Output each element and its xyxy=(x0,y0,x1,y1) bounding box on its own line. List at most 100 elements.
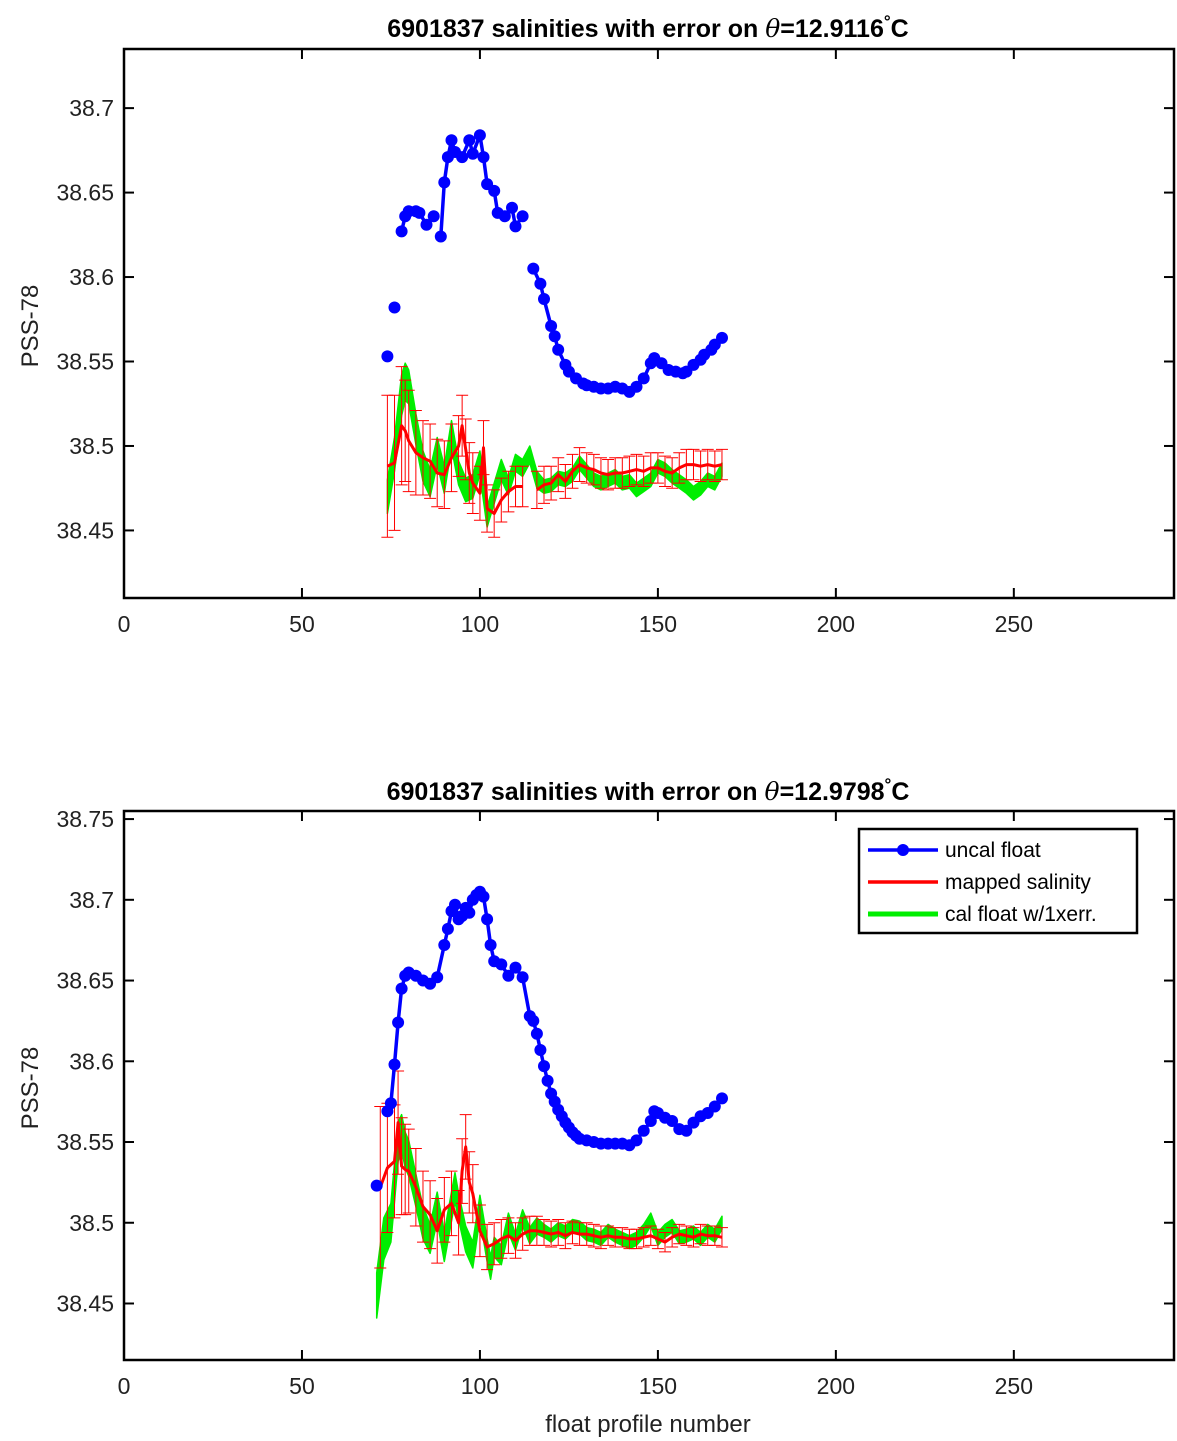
chart-top-uncal-float-point xyxy=(434,230,447,243)
chart-bottom-x-tick-label: 100 xyxy=(461,1373,499,1399)
chart-bottom-uncal-float-point xyxy=(541,1074,554,1087)
chart-top-uncal-float-point xyxy=(445,134,458,147)
chart-bottom-uncal-float-point xyxy=(477,890,490,903)
legend-label-mapped-salinity: mapped salinity xyxy=(945,871,1091,894)
chart-bottom-uncal-float-point xyxy=(644,1115,657,1127)
chart-top-y-tick-label: 38.5 xyxy=(69,433,114,459)
chart-top-uncal-float-point xyxy=(456,151,469,164)
chart-top-series-layer xyxy=(381,129,728,538)
chart-bottom-uncal-float-point xyxy=(370,1179,383,1192)
legend-entry-uncal-float: uncal float xyxy=(868,839,1041,862)
chart-top-uncal-float-point xyxy=(506,201,518,214)
chart-top-uncal-float-point xyxy=(488,184,501,197)
chart-top-axes-box xyxy=(122,47,1176,600)
chart-bottom-uncal-float-point xyxy=(502,969,515,982)
chart-bottom-uncal-float-point xyxy=(463,906,476,919)
chart-top-uncal-float-point xyxy=(548,330,561,343)
chart-bottom-uncal-float-point xyxy=(538,1060,550,1073)
chart-top-uncal-float-point xyxy=(388,301,401,314)
chart-bottom-uncal-float-point xyxy=(395,982,408,995)
chart-top-uncal-float-point xyxy=(463,134,476,147)
chart-bottom-uncal-float-point xyxy=(431,971,444,984)
chart-bottom-axes-box xyxy=(122,809,1176,1362)
chart-bottom-y-axis-label: PSS-78 xyxy=(17,1047,44,1130)
chart-top-x-tick-label: 50 xyxy=(289,611,315,637)
chart-top-uncal-float-point xyxy=(552,343,565,356)
chart-top-uncal-float-point xyxy=(413,206,426,219)
chart-bottom-title: 6901837 salinities with error on θ=12.97… xyxy=(387,775,910,806)
chart-top-uncal-float-point xyxy=(716,331,728,344)
chart-top-uncal-float-point xyxy=(381,350,394,363)
chart-bottom-y-tick-label: 38.75 xyxy=(56,806,114,832)
chart-bottom-uncal-float-point xyxy=(392,1016,405,1029)
chart-top-x-tick-label: 200 xyxy=(817,611,855,637)
chart-top-uncal-float-point xyxy=(637,372,650,385)
chart-top-uncal-float-point xyxy=(427,210,440,223)
chart-bottom-uncal-float-point xyxy=(516,971,529,984)
chart-top-series-mapped-salinity-line xyxy=(386,424,723,515)
chart-bottom-uncal-float-point xyxy=(481,913,494,926)
chart-top-uncal-float-point xyxy=(630,380,643,393)
chart-bottom-uncal-float-point xyxy=(680,1124,693,1137)
chart-top-x-tick-label: 150 xyxy=(639,611,677,637)
chart-top-y-tick-label: 38.55 xyxy=(56,349,114,375)
chart-top-uncal-float-point xyxy=(466,147,479,160)
chart-bottom-uncal-float-point xyxy=(484,939,497,951)
chart-top-y-axis-label: PSS-78 xyxy=(17,285,44,368)
chart-bottom-uncal-float-point xyxy=(527,1014,540,1027)
legend-label-uncal-float: uncal float xyxy=(945,839,1041,862)
chart-bottom-uncal-float-point xyxy=(441,922,454,935)
chart-bottom-uncal-float-point xyxy=(666,1115,679,1127)
chart-top-uncal-float-point xyxy=(498,210,511,223)
chart-top-uncal-float-point xyxy=(438,176,451,189)
chart-bottom-x-tick-label: 50 xyxy=(289,1373,315,1399)
chart-bottom-y-tick-label: 38.45 xyxy=(56,1290,114,1316)
legend-entry-cal-float: cal float w/1xerr. xyxy=(868,903,1097,926)
chart-top-mapped-salinity-error-bar xyxy=(516,465,529,508)
chart-top-uncal-float-point xyxy=(516,210,529,223)
chart-bottom-y-tick-label: 38.65 xyxy=(56,968,114,994)
chart-bottom-x-tick-label: 150 xyxy=(639,1373,677,1399)
chart-bottom-uncal-float-point xyxy=(530,1027,543,1040)
chart-bottom-uncal-float-point xyxy=(388,1058,401,1071)
chart-top-x-tick-label: 250 xyxy=(995,611,1033,637)
chart-top-uncal-float-point xyxy=(509,220,522,233)
chart-top-title: 6901837 salinities with error on θ=12.91… xyxy=(387,12,908,43)
chart-bottom-x-tick-label: 250 xyxy=(995,1373,1033,1399)
chart-bottom-x-tick-label: 0 xyxy=(118,1373,131,1399)
chart-bottom-x-tick-label: 200 xyxy=(817,1373,855,1399)
chart-bottom-uncal-float-point xyxy=(495,958,508,971)
chart-top-axes-layer: 0 50 100 150 200 250 38.45 38.5 38.55 38.6 38.65 38… xyxy=(56,49,1174,637)
chart-top: 6901837 salinities with error on θ=12.91… xyxy=(17,12,1176,637)
chart-top-y-tick-label: 38.6 xyxy=(69,264,114,290)
chart-top-uncal-float-point xyxy=(395,225,408,238)
chart-top-uncal-float-point xyxy=(477,151,490,164)
chart-top-uncal-float-point xyxy=(534,277,547,290)
chart-bottom-uncal-float-point xyxy=(630,1134,643,1147)
chart-top-y-tick-label: 38.45 xyxy=(56,517,114,543)
chart-top-x-tick-label: 100 xyxy=(461,611,499,637)
chart-top-uncal-float-point xyxy=(545,320,558,332)
chart-top-uncal-float-point xyxy=(527,262,540,275)
chart-top-uncal-float-point xyxy=(538,293,550,305)
legend-label-cal-float: cal float w/1xerr. xyxy=(945,903,1097,926)
chart-bottom-axes-layer: 0 50 100 150 200 250 38.45 38.5 38.55 38.6 38.65 38… xyxy=(56,806,1174,1399)
chart-bottom-uncal-float-point xyxy=(449,898,461,911)
chart-bottom-series-mapped-salinity-line xyxy=(378,1121,723,1249)
chart-bottom-uncal-float-point xyxy=(534,1044,547,1056)
chart-top-y-tick-label: 38.65 xyxy=(56,180,114,206)
chart-top-uncal-float-point xyxy=(420,218,433,231)
chart-bottom-x-axis-label: float profile number xyxy=(545,1411,750,1438)
chart-bottom-uncal-float-point xyxy=(438,939,451,951)
chart-bottom-uncal-float-point xyxy=(637,1124,650,1137)
chart-top-y-tick-label: 38.7 xyxy=(69,95,114,121)
chart-bottom-uncal-float-point xyxy=(716,1092,728,1105)
chart-bottom-y-tick-label: 38.55 xyxy=(56,1129,114,1155)
chart-bottom-uncal-float-point xyxy=(384,1097,397,1110)
chart-top-mapped-salinity-error-bar xyxy=(530,470,543,509)
chart-bottom-y-tick-label: 38.7 xyxy=(69,887,114,913)
chart-top-uncal-float-point xyxy=(473,129,486,142)
legend-entry-mapped-salinity: mapped salinity xyxy=(868,871,1091,894)
